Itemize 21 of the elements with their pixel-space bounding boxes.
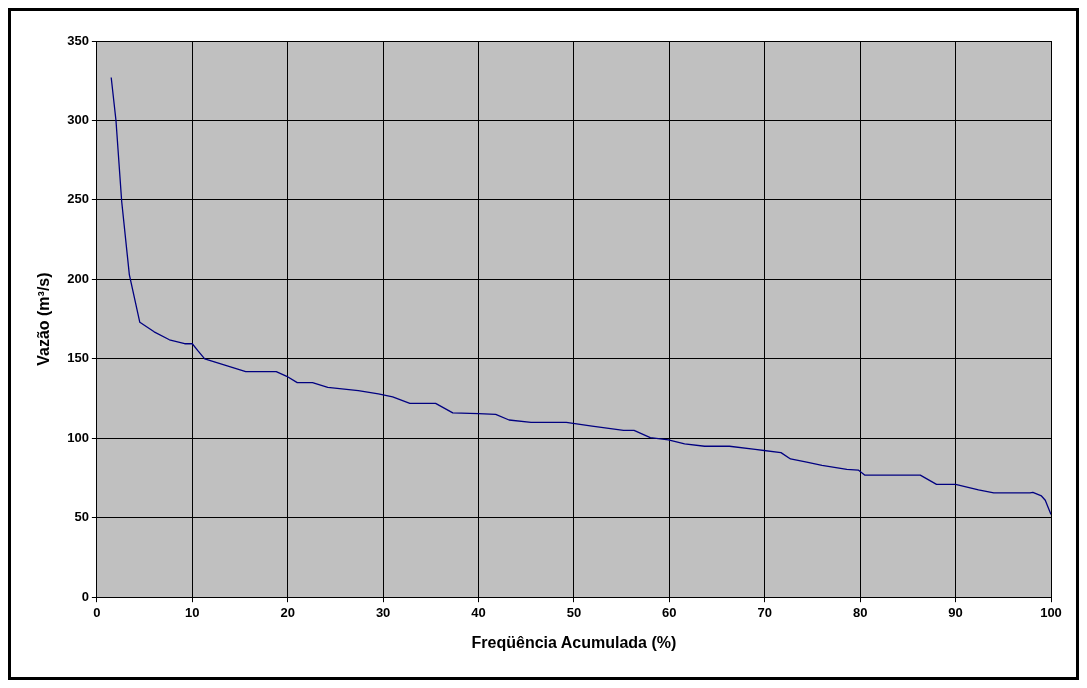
x-tick-label: 30 [375, 604, 391, 620]
y-axis-title: Vazão (m³/s) [35, 272, 53, 366]
y-tick-label: 200 [67, 270, 89, 286]
x-tick-label: 40 [471, 604, 486, 620]
x-tick-label: 70 [757, 604, 772, 620]
x-tick-label: 0 [93, 604, 101, 620]
y-tick-label: 350 [67, 32, 89, 48]
x-axis-title: Freqüência Acumulada (%) [471, 633, 677, 651]
x-tick-label: 80 [852, 604, 868, 620]
x-tick-label: 20 [280, 604, 295, 620]
y-tick-label: 50 [74, 509, 89, 525]
x-tick-label: 60 [662, 604, 677, 620]
y-tick-label: 0 [81, 588, 89, 604]
y-tick-label: 250 [67, 191, 89, 207]
y-tick-label: 150 [67, 350, 89, 366]
x-tick-label: 10 [185, 604, 200, 620]
y-tick-label: 100 [67, 429, 89, 445]
x-tick-label: 90 [948, 604, 963, 620]
x-tick-label: 100 [1040, 604, 1062, 620]
x-tick-label: 50 [566, 604, 582, 620]
y-tick-label: 300 [67, 112, 89, 128]
